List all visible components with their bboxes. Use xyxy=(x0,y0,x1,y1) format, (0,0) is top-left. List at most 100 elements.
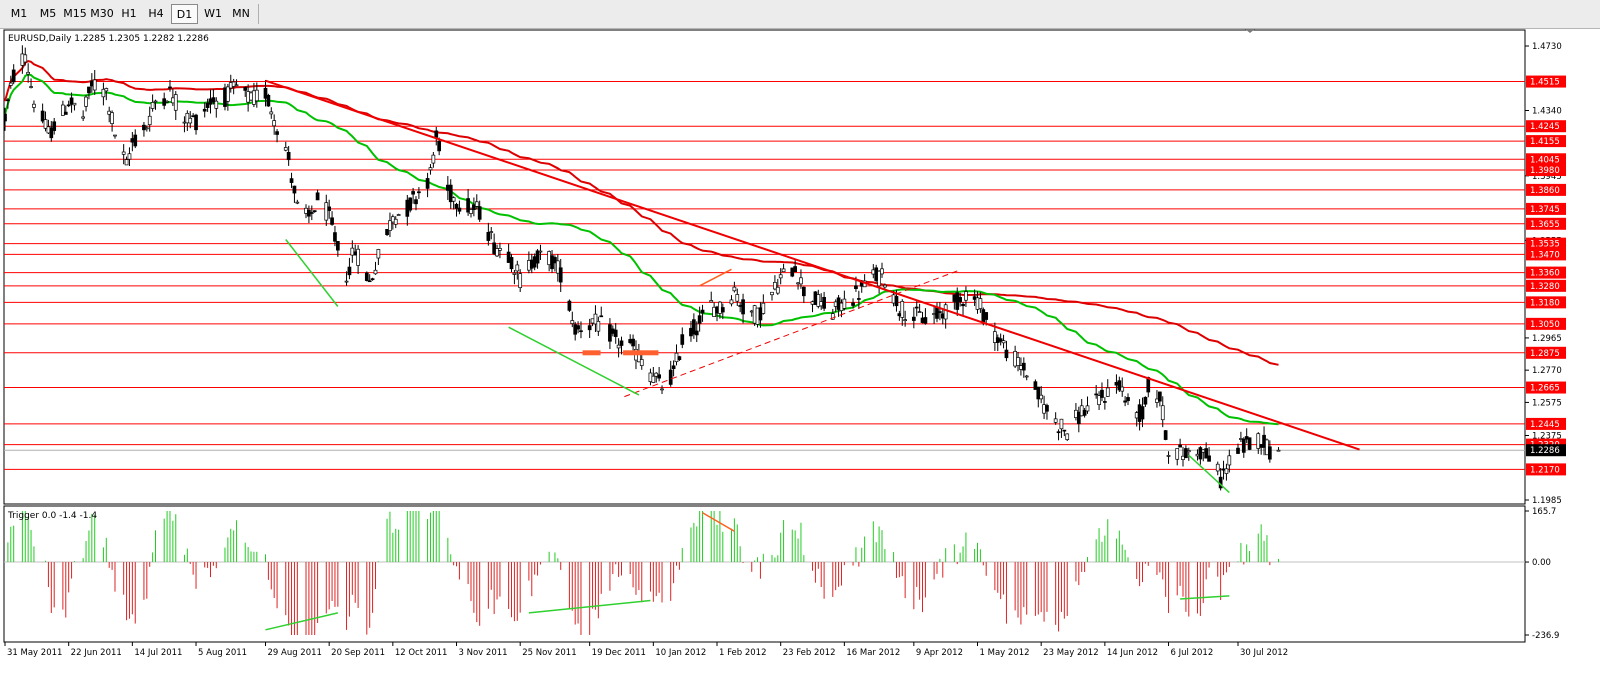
candle-body[interactable] xyxy=(660,388,664,391)
candle-body[interactable] xyxy=(1103,401,1107,403)
candle-body[interactable] xyxy=(205,102,210,108)
candle-body[interactable] xyxy=(903,319,907,322)
candle-body[interactable] xyxy=(92,79,97,91)
candle-body[interactable] xyxy=(998,338,1003,342)
candle-body[interactable] xyxy=(535,250,540,264)
candle-body[interactable] xyxy=(469,209,473,214)
candle-body[interactable] xyxy=(266,94,271,107)
candle-body[interactable] xyxy=(1059,418,1064,430)
candle-body[interactable] xyxy=(272,120,277,127)
candle-body[interactable] xyxy=(6,99,10,102)
candle-body[interactable] xyxy=(1117,380,1122,391)
candle-body[interactable] xyxy=(168,86,172,89)
candle-body[interactable] xyxy=(729,299,734,305)
candle-body[interactable] xyxy=(457,207,462,212)
candle-body[interactable] xyxy=(1062,429,1067,432)
candle-body[interactable] xyxy=(961,303,965,307)
candle-body[interactable] xyxy=(133,134,138,147)
candle-body[interactable] xyxy=(127,153,132,160)
candle-body[interactable] xyxy=(709,300,714,303)
candle-body[interactable] xyxy=(856,298,861,300)
candle-body[interactable] xyxy=(81,116,85,119)
candle-body[interactable] xyxy=(1247,437,1252,450)
candle-body[interactable] xyxy=(1024,375,1029,378)
candle-body[interactable] xyxy=(61,104,65,116)
candle-body[interactable] xyxy=(558,267,563,283)
candle-body[interactable] xyxy=(150,102,155,109)
candle-body[interactable] xyxy=(758,307,763,321)
candle-body[interactable] xyxy=(911,316,916,321)
candle-body[interactable] xyxy=(4,113,7,122)
candle-body[interactable] xyxy=(515,264,520,272)
candle-body[interactable] xyxy=(1082,410,1087,416)
candle-body[interactable] xyxy=(101,88,106,98)
candle-body[interactable] xyxy=(1053,418,1058,423)
candle-body[interactable] xyxy=(87,86,91,94)
candle-body[interactable] xyxy=(799,277,803,285)
candle-body[interactable] xyxy=(254,89,259,102)
candle-body[interactable] xyxy=(66,104,71,107)
candle-body[interactable] xyxy=(1184,448,1188,459)
candle-body[interactable] xyxy=(330,217,334,225)
candle-body[interactable] xyxy=(801,286,806,297)
candle-body[interactable] xyxy=(1175,448,1180,460)
candle-body[interactable] xyxy=(1163,430,1168,440)
candle-body[interactable] xyxy=(370,278,375,281)
candle-body[interactable] xyxy=(1276,449,1281,452)
candle-body[interactable] xyxy=(336,241,340,251)
candle-body[interactable] xyxy=(1076,411,1081,425)
candle-body[interactable] xyxy=(579,330,583,333)
candle-body[interactable] xyxy=(1227,455,1232,466)
candle-body[interactable] xyxy=(269,111,274,115)
candle-body[interactable] xyxy=(49,127,54,139)
candle-body[interactable] xyxy=(385,228,389,235)
candle-body[interactable] xyxy=(1001,340,1006,344)
candle-body[interactable] xyxy=(657,374,661,379)
candle-body[interactable] xyxy=(69,97,74,105)
candle-body[interactable] xyxy=(1207,455,1211,462)
candle-body[interactable] xyxy=(639,359,644,366)
timeframe-m30-button[interactable]: M30 xyxy=(90,7,114,20)
timeframe-w1-button[interactable]: W1 xyxy=(204,7,222,20)
candle-body[interactable] xyxy=(651,375,656,383)
candle-body[interactable] xyxy=(842,298,847,309)
moving-average-fast-line[interactable] xyxy=(4,73,1279,426)
candle-body[interactable] xyxy=(923,317,928,324)
candle-body[interactable] xyxy=(770,291,774,296)
candle-body[interactable] xyxy=(854,285,858,290)
candle-body[interactable] xyxy=(275,131,279,135)
candle-body[interactable] xyxy=(393,218,398,225)
timeframe-m1-button[interactable]: M1 xyxy=(10,7,28,20)
moving-average-slow-line[interactable] xyxy=(4,60,1279,366)
candle-body[interactable] xyxy=(1236,447,1240,454)
candle-body[interactable] xyxy=(596,320,601,332)
candle-body[interactable] xyxy=(40,110,45,122)
candle-body[interactable] xyxy=(518,273,523,289)
candle-body[interactable] xyxy=(822,296,826,309)
candle-body[interactable] xyxy=(396,214,401,216)
candle-body[interactable] xyxy=(211,97,216,103)
candle-body[interactable] xyxy=(1178,444,1182,448)
timeframe-d1-button[interactable]: D1 xyxy=(171,4,198,24)
candle-body[interactable] xyxy=(1016,357,1020,366)
candle-body[interactable] xyxy=(147,115,152,126)
candle-body[interactable] xyxy=(938,311,942,313)
candle-body[interactable] xyxy=(1143,396,1148,405)
candle-body[interactable] xyxy=(697,315,702,324)
candle-body[interactable] xyxy=(1256,433,1261,449)
candle-body[interactable] xyxy=(694,330,699,336)
candle-body[interactable] xyxy=(495,248,499,257)
indicator-divergence-line[interactable] xyxy=(528,599,651,614)
candle-body[interactable] xyxy=(324,202,329,221)
candle-body[interactable] xyxy=(448,184,453,203)
candle-body[interactable] xyxy=(1033,381,1038,390)
candle-body[interactable] xyxy=(1105,387,1110,397)
candle-body[interactable] xyxy=(1065,433,1070,440)
candle-body[interactable] xyxy=(538,250,543,253)
candle-body[interactable] xyxy=(367,280,372,283)
candle-body[interactable] xyxy=(851,302,855,306)
candle-body[interactable] xyxy=(263,87,268,99)
candle-body[interactable] xyxy=(194,114,198,131)
candle-body[interactable] xyxy=(553,257,557,264)
candle-body[interactable] xyxy=(498,248,502,251)
